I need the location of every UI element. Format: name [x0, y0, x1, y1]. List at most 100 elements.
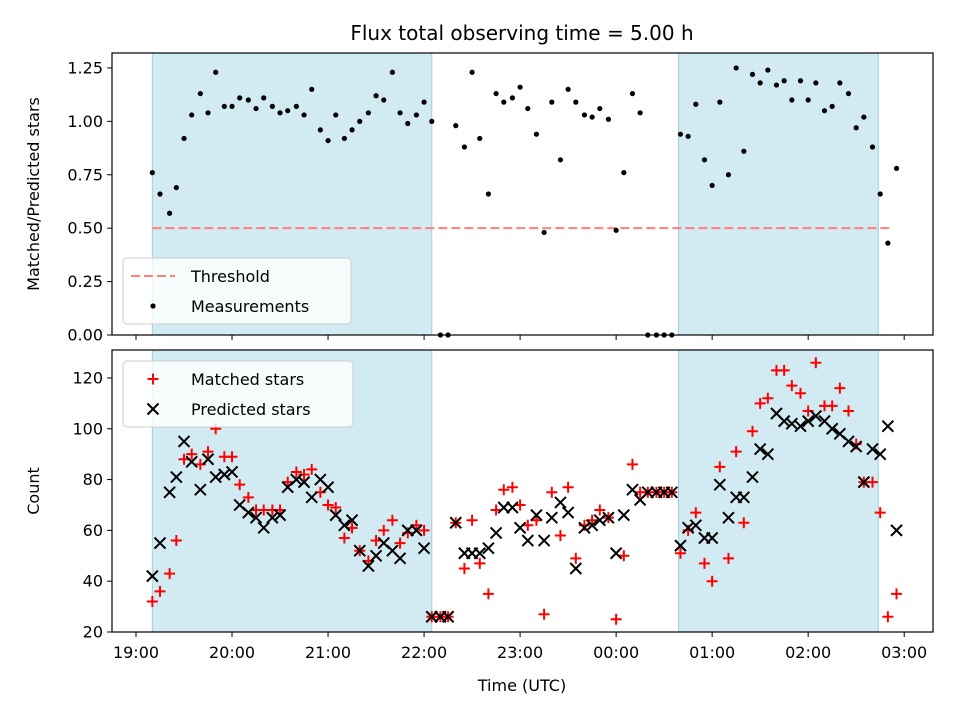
- measurement-point: [685, 133, 691, 139]
- measurement-point: [805, 97, 811, 103]
- matched-star-point: [202, 446, 214, 458]
- predicted-star-point: [626, 483, 639, 496]
- measurement-point: [605, 116, 612, 122]
- top-y-axis-label: Matched/Predicted stars: [24, 97, 43, 291]
- predicted-star-point: [353, 544, 366, 557]
- measurement-point: [181, 135, 187, 142]
- measurement-point: [213, 69, 219, 75]
- predicted-star-point: [321, 480, 335, 494]
- predicted-star-point: [881, 420, 895, 433]
- matched-star-point: [626, 458, 638, 470]
- measurement-point: [167, 210, 173, 216]
- measurement-point: [765, 67, 771, 73]
- y-tick-label: 1.25: [67, 58, 103, 77]
- matched-star-point: [506, 481, 518, 493]
- legend-measurement-marker: [150, 303, 156, 309]
- measurement-point: [341, 135, 347, 142]
- x-axis-label: Time (UTC): [477, 676, 566, 695]
- matched-star-point: [891, 588, 903, 600]
- x-tick-label: 03:00: [881, 643, 927, 662]
- measurement-point: [453, 123, 459, 129]
- chart-title: Flux total observing time = 5.00 h: [350, 21, 693, 45]
- bottom-y-axis-label: Count: [24, 467, 43, 515]
- measurement-point: [621, 170, 627, 176]
- matched-star-point: [786, 380, 798, 392]
- matched-star-point: [570, 552, 582, 564]
- matched-star-point: [746, 425, 758, 437]
- bottom-y-ticks: 20 40 60 80 100 120: [72, 368, 112, 642]
- measurement-point: [229, 103, 235, 110]
- predicted-star-point: [617, 508, 631, 522]
- matched-star-point: [418, 524, 430, 536]
- measurement-point: [469, 69, 475, 75]
- predicted-star-point: [561, 506, 575, 519]
- measurement-point: [853, 125, 859, 131]
- matched-star-point: [322, 499, 334, 511]
- measurement-point: [709, 182, 715, 189]
- measurement-point: [597, 105, 603, 112]
- predicted-star-point: [890, 524, 903, 537]
- predicted-star-point: [218, 468, 231, 481]
- predicted-star-point: [681, 521, 695, 535]
- y-tick-label: 80: [83, 470, 103, 489]
- measurement-point: [885, 240, 891, 246]
- measurement-point: [581, 112, 588, 118]
- predicted-star-point: [713, 478, 727, 491]
- predicted-star-point: [417, 541, 431, 555]
- predicted-star-point: [585, 519, 599, 532]
- measurement-point: [397, 110, 403, 116]
- y-tick-label: 0.00: [67, 326, 103, 345]
- predicted-star-point: [201, 453, 215, 466]
- matched-star-point: [154, 585, 166, 597]
- measurement-point: [821, 108, 828, 114]
- predicted-star-point: [290, 473, 303, 486]
- x-tick-label: 00:00: [593, 643, 639, 662]
- measurement-point: [701, 157, 708, 163]
- measurement-point: [829, 103, 835, 110]
- measurement-point: [365, 110, 371, 116]
- matched-star-point: [474, 557, 486, 569]
- measurement-point: [717, 99, 723, 105]
- legend-predicted-label: Predicted stars: [191, 400, 311, 419]
- matched-star-point: [562, 481, 574, 493]
- measurement-point: [245, 97, 251, 103]
- predicted-star-point: [593, 514, 607, 527]
- predicted-star-point: [146, 569, 159, 583]
- predicted-star-point: [609, 547, 623, 560]
- matched-star-point: [810, 357, 822, 369]
- measurement-point: [285, 108, 291, 114]
- matched-star-point: [378, 524, 390, 536]
- predicted-star-point: [194, 483, 207, 496]
- matched-star-point: [164, 568, 176, 580]
- measurement-point: [173, 184, 179, 191]
- measurement-point: [741, 148, 747, 154]
- predicted-star-point: [482, 541, 495, 555]
- matched-star-point: [290, 466, 302, 478]
- predicted-star-point: [777, 414, 791, 428]
- predicted-star-point: [842, 435, 855, 448]
- matched-star-point: [714, 461, 726, 473]
- predicted-star-point: [825, 422, 839, 435]
- matched-star-point: [394, 537, 406, 549]
- matched-star-point: [346, 522, 358, 534]
- measurement-point: [405, 120, 411, 127]
- matched-star-point: [226, 451, 238, 463]
- predicted-star-point: [857, 475, 871, 489]
- predicted-star-point: [674, 539, 687, 552]
- legend-measurement-label: Measurements: [191, 297, 309, 316]
- measurement-point: [269, 103, 275, 110]
- predicted-star-point: [689, 519, 703, 532]
- predicted-star-point: [153, 536, 167, 550]
- measurement-point: [589, 114, 595, 120]
- measurement-point: [413, 112, 419, 118]
- matched-star-point: [794, 387, 806, 399]
- measurement-point: [797, 78, 804, 84]
- measurement-point: [549, 99, 555, 105]
- measurement-point: [493, 90, 499, 97]
- predicted-star-point: [554, 496, 567, 509]
- predicted-star-point: [249, 511, 263, 524]
- predicted-star-point: [163, 486, 176, 499]
- matched-star-point: [674, 547, 686, 559]
- predicted-star-point: [545, 511, 558, 524]
- predicted-star-point: [441, 610, 455, 623]
